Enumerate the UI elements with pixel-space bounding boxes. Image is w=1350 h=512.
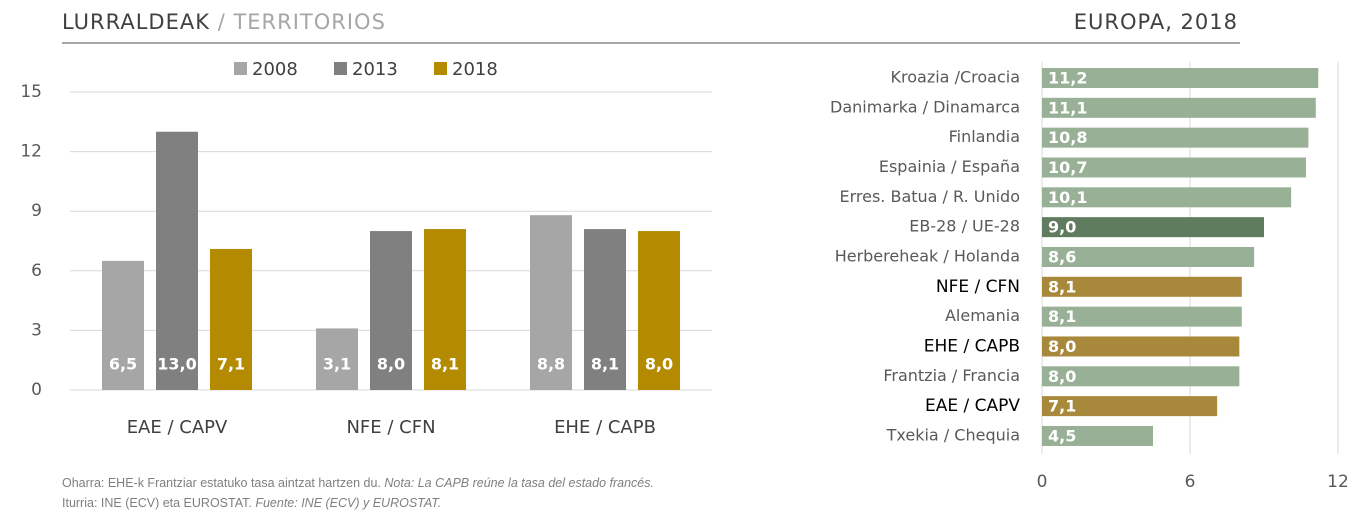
value-label: 11,1 bbox=[1048, 98, 1087, 117]
value-label: 9,0 bbox=[1048, 218, 1076, 237]
legend-swatch bbox=[234, 62, 247, 75]
note-italic: Nota: La CAPB reúne la tasa del estado f… bbox=[384, 476, 654, 490]
category-label: Danimarka / Dinamarca bbox=[830, 97, 1020, 116]
bar bbox=[424, 229, 466, 390]
bar bbox=[1042, 336, 1240, 357]
category-label: NFE / CFN bbox=[936, 277, 1020, 297]
source-italic: Fuente: INE (ECV) y EUROSTAT. bbox=[255, 496, 441, 510]
bar bbox=[1042, 187, 1292, 208]
category-label: Frantzia / Francia bbox=[883, 366, 1020, 385]
x-tick-label: NFE / CFN bbox=[346, 417, 435, 438]
value-label: 8,1 bbox=[431, 355, 459, 374]
value-label: 13,0 bbox=[157, 355, 196, 374]
y-tick-label: 12 bbox=[20, 142, 42, 162]
y-tick-label: 3 bbox=[31, 320, 42, 340]
category-label: EHE / CAPB bbox=[924, 336, 1020, 356]
value-label: 10,8 bbox=[1048, 128, 1087, 147]
source-text: Iturria: INE (ECV) eta EUROSTAT. bbox=[62, 496, 255, 510]
bar bbox=[210, 248, 252, 390]
value-label: 8,1 bbox=[1048, 277, 1076, 296]
value-label: 8,6 bbox=[1048, 247, 1076, 266]
value-label: 8,0 bbox=[1048, 337, 1076, 356]
value-label: 3,1 bbox=[323, 355, 351, 374]
value-label: 6,5 bbox=[109, 355, 137, 374]
category-label: Txekia / Chequia bbox=[886, 425, 1020, 444]
bar bbox=[1042, 97, 1316, 118]
legend-label: 2018 bbox=[452, 59, 498, 80]
bar bbox=[1042, 127, 1309, 148]
left-subtitle: / TERRITORIOS bbox=[218, 10, 386, 34]
source: Iturria: INE (ECV) eta EUROSTAT. Fuente:… bbox=[62, 496, 441, 510]
left-title: LURRALDEAK bbox=[62, 10, 210, 34]
legend-label: 2008 bbox=[252, 59, 298, 80]
category-label: Herbereheak / Holanda bbox=[835, 246, 1020, 265]
value-label: 10,1 bbox=[1048, 188, 1087, 207]
legend-swatch bbox=[334, 62, 347, 75]
category-label: Espainia / España bbox=[879, 157, 1020, 176]
x-tick-label: 0 bbox=[1037, 472, 1048, 492]
category-label: EB-28 / UE-28 bbox=[909, 217, 1020, 236]
category-label: Kroazia /Croacia bbox=[891, 68, 1020, 87]
category-label: Alemania bbox=[945, 306, 1020, 325]
value-label: 8,0 bbox=[1048, 367, 1076, 386]
legend-swatch bbox=[434, 62, 447, 75]
bar bbox=[156, 131, 198, 390]
x-tick-label: 6 bbox=[1185, 472, 1196, 492]
value-label: 7,1 bbox=[217, 355, 245, 374]
bar bbox=[530, 215, 572, 390]
value-label: 8,8 bbox=[537, 355, 565, 374]
bar bbox=[1042, 425, 1153, 446]
y-tick-label: 6 bbox=[31, 261, 42, 281]
bar bbox=[370, 231, 412, 390]
category-label: Erres. Batua / R. Unido bbox=[839, 187, 1020, 206]
value-label: 7,1 bbox=[1048, 397, 1076, 416]
note: Oharra: EHE-k Frantziar estatuko tasa ai… bbox=[62, 476, 654, 490]
y-tick-label: 15 bbox=[20, 82, 42, 102]
value-label: 11,2 bbox=[1048, 69, 1087, 88]
category-label: Finlandia bbox=[949, 127, 1020, 146]
category-label: EAE / CAPV bbox=[925, 396, 1020, 416]
bar bbox=[1042, 68, 1319, 88]
value-label: 10,7 bbox=[1048, 158, 1087, 177]
bar bbox=[1042, 306, 1242, 327]
bar bbox=[102, 260, 144, 390]
bar bbox=[1042, 396, 1218, 417]
x-tick-label: EHE / CAPB bbox=[554, 417, 656, 438]
bar bbox=[1042, 246, 1255, 267]
value-label: 8,1 bbox=[591, 355, 619, 374]
value-label: 4,5 bbox=[1048, 426, 1076, 445]
note-text: Oharra: EHE-k Frantziar estatuko tasa ai… bbox=[62, 476, 384, 490]
value-label: 8,1 bbox=[1048, 307, 1076, 326]
bar bbox=[638, 231, 680, 390]
bar bbox=[1042, 217, 1264, 238]
right-title: EUROPA, 2018 bbox=[1074, 10, 1238, 34]
header-title: LURRALDEAK / TERRITORIOS bbox=[62, 10, 386, 34]
bar bbox=[316, 328, 358, 390]
value-label: 8,0 bbox=[377, 355, 405, 374]
legend-label: 2013 bbox=[352, 59, 398, 80]
y-tick-label: 0 bbox=[31, 380, 42, 400]
x-tick-label: 12 bbox=[1327, 472, 1349, 492]
bar bbox=[1042, 366, 1240, 387]
y-tick-label: 9 bbox=[31, 201, 42, 221]
value-label: 8,0 bbox=[645, 355, 673, 374]
bar bbox=[1042, 276, 1242, 297]
x-tick-label: EAE / CAPV bbox=[127, 417, 228, 438]
bar bbox=[1042, 157, 1306, 178]
bar bbox=[584, 229, 626, 390]
